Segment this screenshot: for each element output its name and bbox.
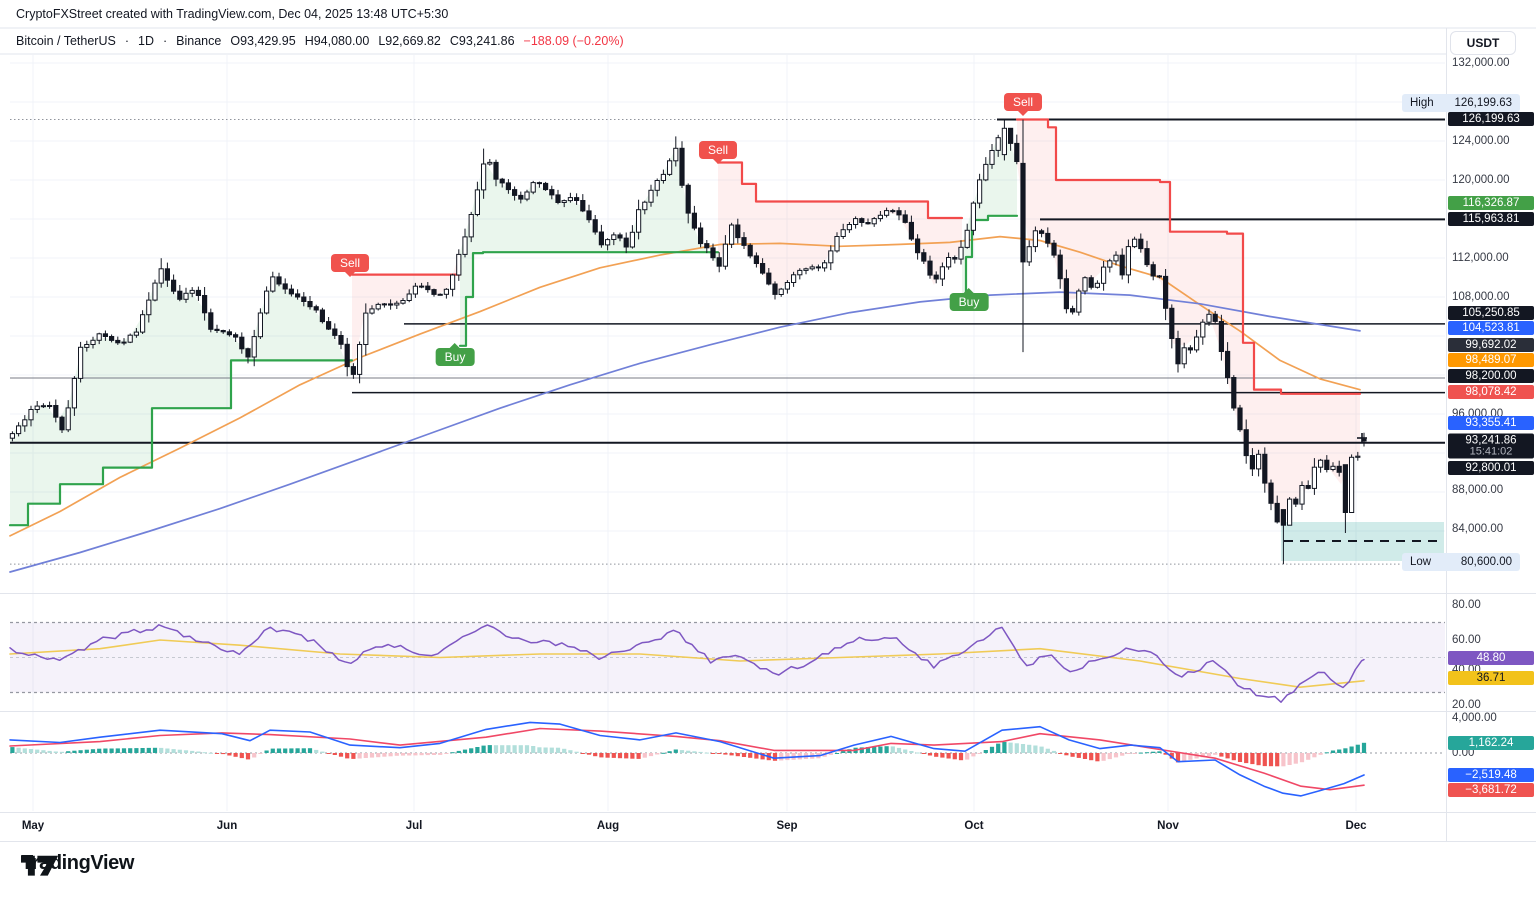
tradingview-logo-icon [21,855,59,876]
ma-fast-line [9,235,1361,537]
interval-label[interactable]: 1D [138,34,154,48]
trend-fill [718,162,962,291]
rsi-line [9,624,1365,703]
trend-fill [352,252,460,377]
xaxis-month-label: Jul [405,820,423,832]
exchange-label: Binance [176,34,222,48]
price-axis-value-label: −3,681.72 [1448,783,1534,797]
buy-signal-label: Buy [949,288,989,311]
high-price-pill: High 126,199.63 [1402,94,1520,112]
price-axis-tick: 108,000.00 [1452,291,1510,303]
ohlc-change: −188.09 (−0.20%) [523,34,624,48]
price-axis-value-label: 93,355.41 [1448,416,1534,430]
price-axis-value-label: 105,250.85 [1448,306,1534,320]
ohlc-open: O93,429.95 [230,34,296,48]
chart-header: Bitcoin / TetherUS · 1D · Binance O93,42… [16,28,624,54]
trail-sell-line [716,161,964,220]
trail-buy-line [458,251,720,347]
currency-toggle-button[interactable]: USDT [1450,31,1516,55]
macd-axis-tick: 0.00 [1452,747,1475,759]
price-axis-tick: 132,000.00 [1452,57,1510,69]
trend-fill [10,276,352,526]
trail-buy-line [960,214,1019,296]
candles [9,119,1367,565]
price-axis-value-label: 115,963.81 [1448,212,1534,226]
xaxis-month-label: May [21,820,45,832]
xaxis-month-label: Aug [596,820,620,832]
header-separator: · [124,34,129,48]
price-axis-tick: 120,000.00 [1452,174,1510,186]
macd-line [9,721,1365,797]
rsi-axis-tick: 60.00 [1452,634,1481,646]
price-axis-value-label: 104,523.81 [1448,321,1534,335]
price-axis-tick: 88,000.00 [1452,484,1504,496]
price-axis-value-label: 98,200.00 [1448,369,1534,383]
price-axis-tick: 112,000.00 [1452,252,1509,264]
trail-buy-line [8,359,354,527]
macd-histogram [10,741,1367,767]
xaxis-month-label: Dec [1345,820,1367,832]
buy-signal-label: Buy [435,343,475,366]
price-axis-tick: 124,000.00 [1452,135,1510,147]
sell-signal-label: Sell [1003,93,1043,116]
xaxis-month-label: Sep [776,820,798,832]
sell-signal-label: Sell [698,141,738,164]
price-axis-value-label: −2,519.48 [1448,768,1534,782]
price-axis-value-label: 93,241.86 15:41:02 [1448,433,1534,459]
rsi-axis-tick: 80.00 [1452,599,1481,611]
macd-signal-line [9,727,1365,791]
rsi-ma-line [9,639,1365,689]
price-axis-value-label: 36.71 [1448,671,1534,685]
countdown-timer: 15:41:02 [1469,445,1513,458]
price-axis-value-label: 92,800.01 [1448,461,1534,475]
xaxis-month-label: Nov [1157,820,1179,832]
price-axis-value-label: 1,162.24 [1448,736,1534,750]
attribution-text: CryptoFXStreet created with TradingView.… [16,7,449,21]
tradingview-logo[interactable]: TradingView [21,852,134,876]
ma-slow-line [9,291,1361,573]
ohlc-close: C93,241.86 [449,34,515,48]
xaxis-month-label: Oct [964,820,984,832]
price-axis-value-label: 98,078.42 [1448,385,1534,399]
ohlc-low: L92,669.82 [378,34,441,48]
ohlc-high: H94,080.00 [304,34,370,48]
price-axis-value-label: 126,199.63 [1448,112,1534,126]
symbol-name[interactable]: Bitcoin / TetherUS [16,34,116,48]
trail-sell-line [1015,118,1362,395]
header-separator: · [162,34,168,48]
price-axis-value-label: 48.80 [1448,651,1534,665]
rsi-axis-tick: 20.00 [1452,699,1481,711]
trend-fill [1017,119,1360,524]
price-axis-value-label: 98,489.07 [1448,353,1534,367]
price-axis-value-label: 116,326.87 [1448,196,1534,210]
sell-signal-label: Sell [330,254,370,277]
xaxis-month-label: Jun [216,820,238,832]
low-price-pill: Low 80,600.00 [1402,553,1520,571]
price-axis-value-label: 99,692.02 [1448,338,1534,352]
trend-fill [460,147,718,346]
price-axis-tick: 84,000.00 [1452,523,1504,535]
macd-axis-tick: 4,000.00 [1452,712,1497,724]
